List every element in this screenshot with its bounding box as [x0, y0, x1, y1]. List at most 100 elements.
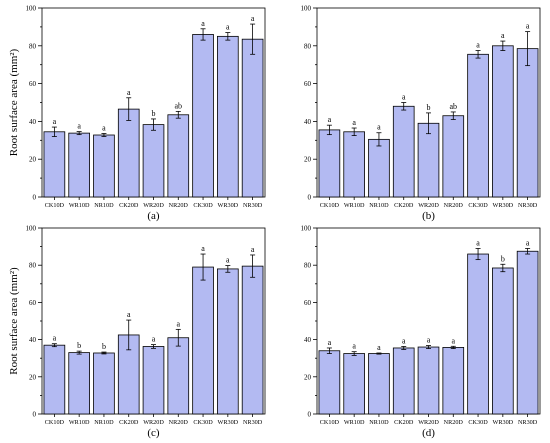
significance-label: a [226, 256, 230, 265]
x-tick-label: NR20D [444, 419, 464, 426]
chart-panel-3: 0 20 40 60 80 100 Root surface area (mm²) a CK10… [8, 225, 266, 439]
y-tick-label: 20 [304, 373, 312, 381]
y-axis-title: Root surface area (mm²) [8, 267, 20, 375]
x-tick-label: NR20D [169, 419, 189, 426]
significance-label: a [352, 118, 356, 127]
significance-label: a [352, 342, 356, 351]
chart-panel-1: 0 20 40 60 80 100 Root surface area (mm²) a CK10… [8, 5, 266, 222]
x-tick-label: WR10D [344, 202, 365, 209]
bar-nr20d [442, 115, 465, 198]
significance-label: a [77, 122, 81, 131]
x-tick-label: CK20D [394, 202, 414, 209]
significance-label: a [102, 123, 106, 132]
significance-label: b [501, 254, 505, 263]
y-tick-label: 80 [29, 262, 37, 270]
significance-label: a [127, 310, 131, 319]
x-tick-label: WR20D [143, 202, 164, 209]
y-tick-label: 40 [29, 118, 37, 126]
significance-label: a [377, 343, 381, 352]
y-axis-title: Root surface area (mm²) [8, 48, 20, 156]
x-tick-label: CK20D [119, 419, 139, 426]
bar-nr20d [167, 114, 190, 198]
y-tick-label: 100 [26, 5, 37, 13]
y-tick-label: 100 [26, 225, 37, 233]
significance-label: b [427, 103, 431, 112]
x-tick-label: WR30D [218, 419, 239, 426]
x-tick-label: NR30D [518, 202, 538, 209]
bar-nr10d [368, 353, 390, 415]
bar-ck10d [43, 131, 66, 198]
y-tick-label: 0 [308, 411, 312, 419]
y-tick-label: 80 [304, 42, 312, 50]
bar-ck10d [43, 344, 66, 415]
y-tick-label: 60 [29, 299, 37, 307]
y-tick-label: 80 [29, 42, 37, 50]
x-tick-label: WR10D [69, 202, 90, 209]
x-tick-label: CK30D [193, 419, 213, 426]
bar-nr20d [442, 347, 465, 415]
bar-wr10d [68, 132, 90, 198]
significance-label: a [402, 336, 406, 345]
significance-label: a [226, 23, 230, 32]
significance-label: a [501, 31, 505, 40]
x-tick-label: CK30D [468, 202, 488, 209]
bar-ck30d [467, 253, 489, 415]
y-tick-label: 0 [33, 194, 37, 202]
x-tick-label: CK10D [45, 202, 65, 209]
x-tick-label: NR10D [94, 419, 114, 426]
significance-label: a [251, 245, 255, 254]
bar-ck10d [318, 129, 341, 198]
x-tick-label: WR20D [418, 202, 439, 209]
bar-wr30d [217, 35, 239, 198]
bar-wr20d [417, 122, 440, 198]
bar-nr10d [368, 138, 390, 198]
y-tick-label: 40 [304, 118, 312, 126]
chart-panel-4: 0 20 40 60 80 100 a CK10D a WR10D a NR10D a CK20D a WR2… [301, 225, 541, 439]
x-tick-label: WR20D [143, 419, 164, 426]
x-tick-label: WR30D [493, 419, 514, 426]
y-tick-label: 80 [304, 262, 312, 270]
x-tick-label: NR10D [369, 419, 389, 426]
significance-label: a [53, 334, 57, 343]
x-tick-label: WR10D [344, 419, 365, 426]
bar-wr20d [142, 346, 165, 415]
x-tick-label: CK10D [320, 419, 340, 426]
bar-nr10d [93, 134, 115, 198]
significance-label: a [328, 115, 332, 124]
y-tick-label: 0 [33, 411, 37, 419]
x-tick-label: CK30D [193, 202, 213, 209]
x-tick-label: CK20D [394, 419, 414, 426]
significance-label: a [526, 22, 530, 31]
y-tick-label: 40 [29, 336, 37, 344]
bar-wr10d [68, 352, 90, 415]
y-tick-label: 60 [304, 80, 312, 88]
y-tick-label: 60 [29, 80, 37, 88]
significance-label: ab [174, 101, 182, 110]
significance-label: a [328, 338, 332, 347]
x-tick-label: NR10D [369, 202, 389, 209]
bar-wr30d [217, 268, 239, 415]
significance-label: a [176, 319, 180, 328]
bar-nr30d [516, 250, 539, 415]
significance-label: a [377, 123, 381, 132]
x-tick-label: WR30D [218, 202, 239, 209]
bar-ck30d [467, 53, 489, 198]
bar-nr30d [241, 265, 264, 415]
x-tick-label: NR10D [94, 202, 114, 209]
y-tick-label: 100 [301, 225, 312, 233]
x-tick-label: NR20D [169, 202, 189, 209]
x-tick-label: WR30D [493, 202, 514, 209]
y-tick-label: 20 [29, 373, 37, 381]
panel-caption: (b) [422, 210, 435, 222]
significance-label: a [526, 238, 530, 247]
y-tick-label: 0 [308, 194, 312, 202]
bar-wr20d [142, 124, 165, 198]
significance-label: a [201, 244, 205, 253]
y-tick-label: 20 [304, 156, 312, 164]
bar-nr30d [241, 38, 264, 198]
significance-label: b [77, 341, 81, 350]
y-tick-label: 20 [29, 156, 37, 164]
significance-label: a [127, 88, 131, 97]
x-tick-label: CK10D [45, 419, 65, 426]
